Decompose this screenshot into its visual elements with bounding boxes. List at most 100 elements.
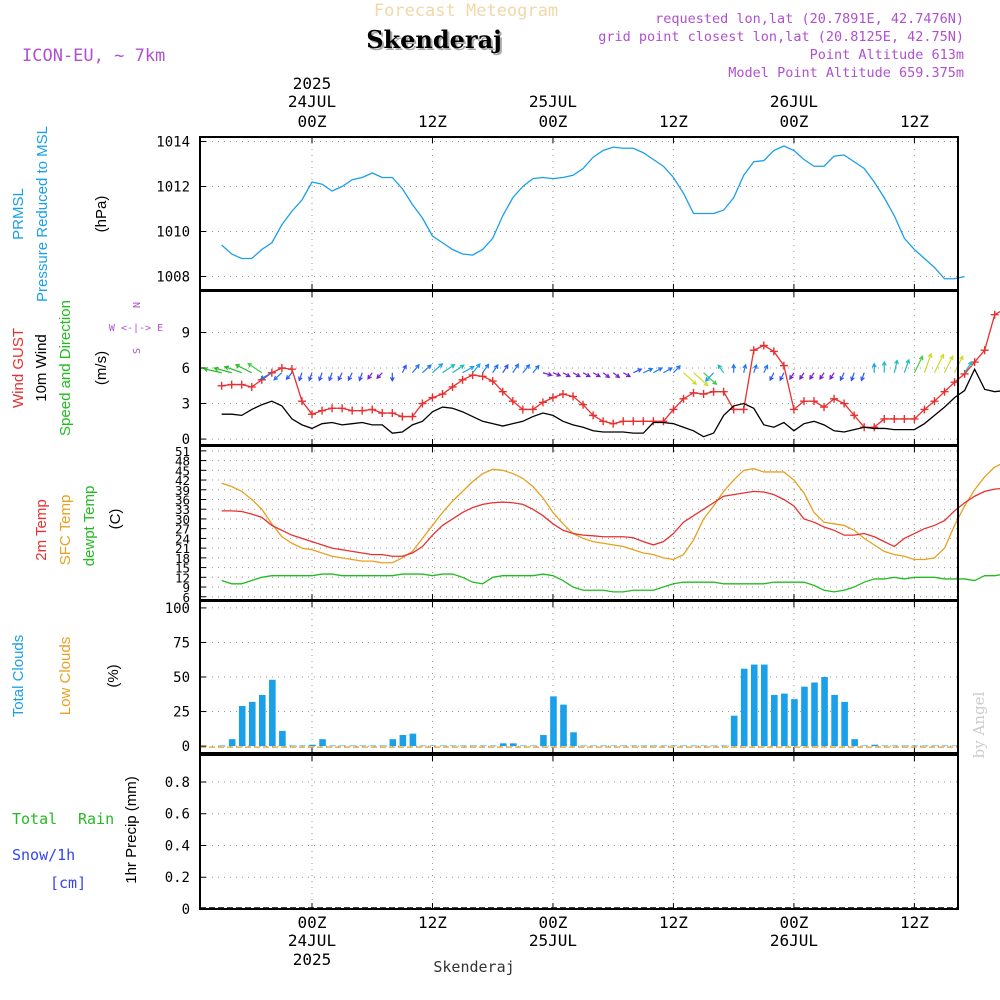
precip-label-rain: Rain [78, 810, 114, 828]
wind-ytick-label: 0 [182, 432, 190, 448]
compass-s: S [132, 348, 143, 354]
wind-direction-arrow [643, 367, 654, 374]
wind-direction-arrow [285, 372, 293, 381]
temperature-ytick-label: 27 [175, 522, 190, 537]
wind-direction-arrow [602, 372, 611, 379]
wind-direction-arrow [432, 362, 444, 374]
wind-direction-arrow [337, 372, 343, 382]
cloud-bar [279, 730, 286, 747]
wind-gust-marker [538, 398, 547, 407]
wind-gust-marker [719, 387, 728, 396]
wind-gust-marker [880, 414, 889, 423]
wind-gust-marker [659, 417, 668, 426]
wind-direction-arrow [592, 372, 601, 378]
pressure-ytick-label: 1008 [156, 270, 190, 286]
cloud-bar [771, 694, 778, 747]
wind-direction-arrow [522, 363, 531, 374]
cloud-bar [289, 745, 296, 747]
cloud-bar [359, 745, 366, 747]
cloud-bar [399, 735, 407, 747]
wind-direction-arrow [213, 366, 232, 374]
wind-direction-arrow [411, 363, 420, 374]
clouds-ytick-label: 100 [165, 601, 190, 617]
wind-gust-marker [338, 404, 347, 413]
cloud-bar [530, 745, 537, 747]
wind-direction-arrow [653, 367, 663, 374]
cloud-bar [439, 745, 447, 747]
clouds-ytick-label: 0 [182, 739, 190, 755]
time-axis: 202524JUL00Z00Z24JUL202512Z12Z25JUL00Z00… [288, 74, 929, 969]
wind-direction-arrow [482, 363, 490, 374]
wind-direction-arrow [462, 365, 475, 374]
wind-direction-arrow [633, 368, 643, 374]
cloud-bar [891, 745, 899, 747]
wind-direction-arrow [809, 372, 815, 380]
cloud-bar [941, 745, 949, 747]
wind-direction-arrow [943, 355, 954, 374]
wind-gust-marker [689, 388, 698, 397]
wind-direction-arrow [923, 352, 933, 373]
wind-gust-marker [548, 393, 557, 402]
cloud-bar [339, 745, 346, 747]
cloud-bar [369, 745, 377, 747]
cloud-bar [349, 745, 356, 747]
wind-gust-marker [428, 393, 437, 402]
wind-gust-marker [799, 397, 808, 406]
clouds-frame [199, 600, 959, 754]
wind-direction-arrow [693, 372, 709, 387]
bottom-time-label: 2025 [293, 950, 332, 969]
wind-direction-arrow [731, 363, 737, 373]
wind-direction-arrow [259, 372, 273, 380]
wind-ytick-label: 3 [182, 397, 190, 413]
cloud-bar [620, 745, 628, 747]
wind-direction-arrow [673, 364, 681, 374]
cloud-bar [610, 745, 617, 747]
pressure-panel-labels: PRMSL Pressure Reduced to MSL (hPa) [10, 126, 110, 302]
wind-direction-arrow [763, 364, 769, 374]
precip-ytick-label: 0.4 [165, 838, 190, 854]
cloud-bar [710, 745, 718, 747]
cloud-bar [409, 733, 417, 747]
wind-gust-marker [930, 397, 939, 406]
wind-gust-marker [448, 382, 457, 391]
cloud-bar [740, 668, 748, 747]
wind-gust-marker [779, 361, 788, 370]
top-time-label: 12Z [659, 112, 688, 131]
wind-direction-arrow [881, 360, 887, 373]
wind-gust-marker [789, 405, 798, 414]
temperature-ytick-label: 45 [175, 463, 190, 478]
compass-we: W <-|-> E [109, 323, 163, 334]
wind-direction-arrow [779, 372, 785, 382]
wind-direction-arrow [532, 364, 540, 374]
wind-direction-arrow [933, 353, 945, 374]
cloud-bar [299, 745, 306, 747]
cloud-bar [570, 732, 577, 747]
bottom-time-label: 12Z [418, 913, 447, 932]
wind-direction-arrow [964, 360, 973, 374]
precip-panel-labels: Total Rain Snow/1h [cm] 1hr Precip (mm) [12, 776, 140, 892]
cloud-bar [801, 686, 808, 747]
temperature-ytick-label: 12 [175, 570, 190, 585]
watermark: by Angel [970, 691, 988, 758]
wind-gust-marker [398, 412, 407, 421]
wind-gust-marker [308, 410, 316, 419]
wind-gust-marker [960, 369, 969, 378]
clouds-ytick-label: 25 [173, 705, 190, 721]
model-label: ICON-EU, ~ 7km [22, 46, 165, 66]
cloud-bar [560, 704, 567, 747]
top-time-label: 00Z [779, 112, 808, 131]
precip-ytick-label: 0.8 [165, 775, 190, 791]
wind-panel: 0 3 6 9 [182, 290, 1000, 448]
cloud-bar [469, 745, 477, 747]
plot-layer: 1008101010121014036969121518212427303336… [156, 74, 1000, 969]
wind-direction-arrow [717, 364, 725, 374]
wind-gust-marker [840, 399, 849, 408]
cloud-bar [821, 677, 828, 747]
wind-direction-arrow [839, 372, 845, 382]
cloud-bar [720, 745, 728, 747]
wind-direction-arrow [512, 363, 520, 374]
temperature-ytick-label: 15 [175, 561, 190, 576]
cloud-bar [510, 743, 517, 747]
sfc-temp-line [221, 463, 1000, 564]
top-time-label: 12Z [418, 112, 447, 131]
